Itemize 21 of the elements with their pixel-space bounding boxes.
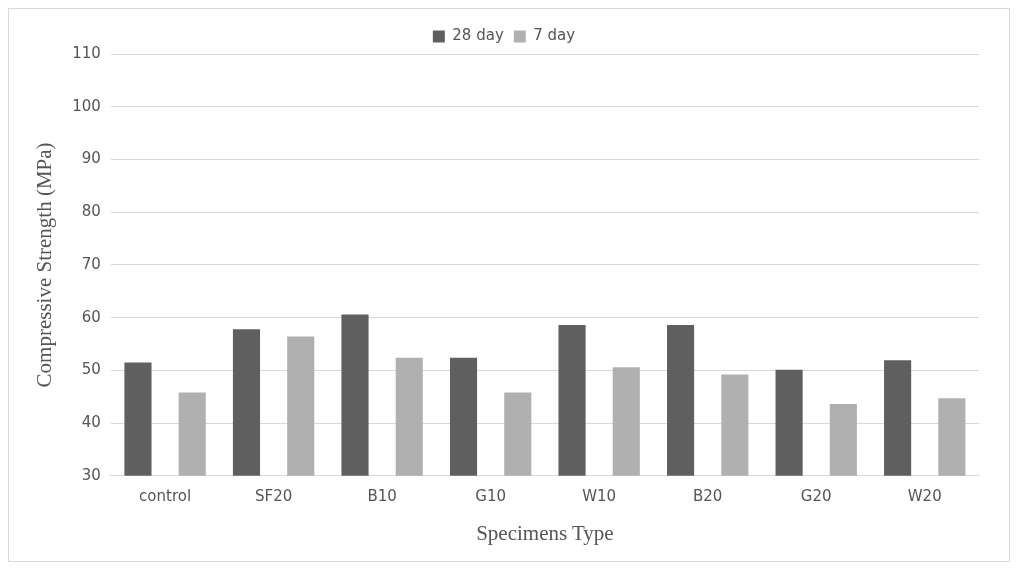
x-tick-label: B10 xyxy=(367,486,397,505)
y-tick-label: 100 xyxy=(72,96,101,115)
x-tick-label: SF20 xyxy=(254,486,293,505)
y-axis-title: Compressive Strength (MPa) xyxy=(32,142,57,388)
legend-label: 7 day xyxy=(533,26,576,45)
x-tick-label: W20 xyxy=(907,486,942,505)
legend-label: 28 day xyxy=(452,26,504,45)
x-tick-label: G10 xyxy=(475,486,507,505)
y-tick-label: 60 xyxy=(81,307,101,326)
y-tick-label: 70 xyxy=(81,254,101,273)
y-tick-label: 50 xyxy=(81,360,101,379)
y-tick-label: 80 xyxy=(81,202,101,221)
y-tick-label: 40 xyxy=(81,412,101,431)
x-tick-label: W10 xyxy=(582,486,617,505)
x-tick-label: control xyxy=(139,486,192,505)
y-tick-label: 30 xyxy=(81,465,101,484)
x-tick-label: B20 xyxy=(693,486,723,505)
y-tick-label: 110 xyxy=(72,43,101,62)
x-tick-label: G20 xyxy=(800,486,832,505)
y-tick-label: 90 xyxy=(81,149,101,168)
x-axis-title: Specimens Type xyxy=(476,520,614,545)
